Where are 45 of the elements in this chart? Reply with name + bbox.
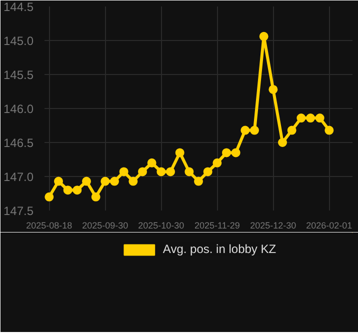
x-tick-label: 2025-11-29	[194, 220, 240, 230]
point	[240, 126, 250, 135]
point	[166, 167, 175, 176]
point	[212, 158, 222, 168]
x-tick-label: 2025-10-30	[138, 220, 184, 230]
point	[324, 126, 334, 135]
point	[203, 167, 212, 176]
point	[287, 126, 296, 135]
x-tick-label: 2025-12-30	[250, 220, 296, 230]
legend-label: Avg. pos. in lobby KZ	[162, 242, 276, 256]
y-tick-label: 145.5	[3, 68, 34, 82]
y-tick-label: 145.0	[3, 34, 34, 48]
y-tick-label: 144.5	[3, 0, 34, 14]
point	[138, 167, 147, 176]
point	[306, 114, 315, 123]
point	[44, 192, 54, 202]
point	[175, 148, 184, 158]
point	[100, 176, 110, 186]
point	[278, 138, 287, 147]
point	[119, 167, 128, 176]
point	[156, 167, 166, 176]
point	[91, 192, 100, 202]
point	[82, 176, 91, 186]
point	[231, 148, 240, 158]
point	[54, 176, 63, 186]
y-tick-label: 147.5	[3, 204, 34, 218]
point	[259, 32, 268, 41]
point	[63, 186, 72, 195]
y-tick-label: 146.5	[3, 136, 34, 150]
x-tick-label: 2025-08-18	[26, 220, 72, 230]
point	[315, 114, 324, 123]
y-tick-label: 147.0	[3, 170, 34, 184]
point	[184, 167, 194, 176]
point	[222, 148, 231, 158]
point	[250, 126, 259, 135]
y-tick-label: 146.0	[3, 102, 34, 116]
x-tick-label: 2025-09-30	[82, 220, 128, 230]
point	[110, 176, 119, 186]
point	[194, 176, 203, 186]
point	[296, 114, 306, 123]
point	[268, 84, 278, 94]
x-tick-label: 2026-02-01	[306, 220, 352, 230]
point	[72, 186, 82, 195]
point	[128, 176, 138, 186]
point	[147, 158, 156, 168]
